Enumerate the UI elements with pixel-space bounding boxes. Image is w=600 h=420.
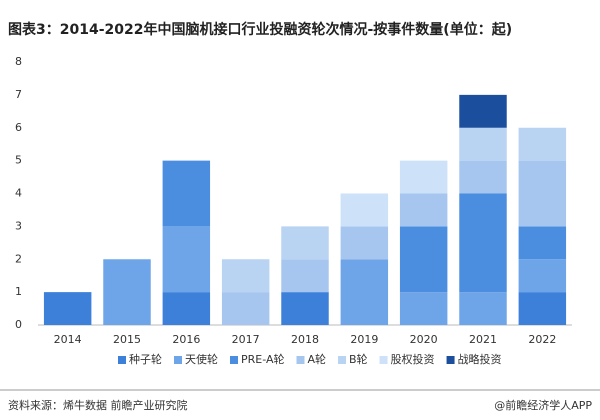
bar-segment (281, 226, 329, 260)
bar-segment (518, 259, 567, 293)
bar-segment (459, 292, 507, 325)
bar-segment (162, 160, 211, 227)
bar-segment (399, 193, 448, 227)
y-tick-label: 1 (15, 285, 22, 298)
bar-segment (162, 226, 211, 293)
y-tick-label: 7 (15, 88, 22, 101)
bar-segment (340, 193, 389, 227)
bar-segment (459, 127, 507, 161)
y-tick-label: 8 (15, 55, 22, 68)
bar-segment (103, 259, 151, 325)
legend-swatch (118, 356, 126, 364)
x-tick-label: 2020 (410, 333, 438, 346)
bar-segment (162, 292, 211, 325)
legend-label: 股权投资 (391, 352, 435, 366)
x-tick-label: 2018 (291, 333, 319, 346)
bar-segment (281, 292, 329, 325)
legend-label: PRE-A轮 (241, 352, 284, 366)
x-tick-label: 2014 (54, 333, 82, 346)
y-tick-label: 5 (15, 154, 22, 167)
y-tick-label: 6 (15, 121, 22, 134)
legend-swatch (230, 356, 238, 364)
bar-segment (518, 292, 567, 325)
legend-label: 种子轮 (129, 352, 162, 366)
bar-segment (221, 259, 270, 293)
x-tick-label: 2016 (172, 333, 200, 346)
bar-segment (518, 226, 567, 260)
y-tick-label: 0 (15, 318, 22, 331)
bar-segment (518, 160, 567, 227)
legend-label: A轮 (307, 352, 326, 366)
bar-segment (459, 193, 507, 293)
legend-swatch (174, 356, 182, 364)
bar-segment (399, 160, 448, 194)
x-tick-label: 2022 (528, 333, 556, 346)
bar-segment (281, 259, 329, 293)
bar-segment (459, 94, 507, 128)
legend-swatch (338, 356, 347, 364)
bar-segment (43, 292, 92, 325)
chart-title: 图表3：2014-2022年中国脑机接口行业投融资轮次情况-按事件数量(单位：起… (8, 21, 512, 38)
x-tick-label: 2019 (350, 333, 378, 346)
x-tick-label: 2015 (113, 333, 141, 346)
bar-segment (221, 292, 270, 325)
legend-swatch (296, 356, 305, 364)
x-tick-label: 2017 (232, 333, 260, 346)
legend-label: 天使轮 (185, 352, 218, 366)
y-tick-label: 4 (15, 187, 22, 200)
bar-segment (340, 226, 389, 260)
legend-swatch (379, 356, 388, 364)
bar-segment (459, 160, 507, 194)
source: 资料来源：烯牛数据 前瞻产业研究院 (8, 398, 188, 412)
bar-segment (340, 259, 389, 325)
legend-label: 战略投资 (458, 352, 502, 366)
bar-segment (518, 127, 567, 161)
y-tick-label: 2 (15, 252, 22, 265)
bar-segment (399, 226, 448, 293)
legend-swatch (446, 356, 455, 364)
x-tick-label: 2021 (469, 333, 497, 346)
y-tick-label: 3 (15, 219, 22, 232)
bar-segment (399, 292, 448, 325)
brand: @前瞻经济学人APP (494, 398, 592, 412)
legend-label: B轮 (349, 352, 368, 366)
